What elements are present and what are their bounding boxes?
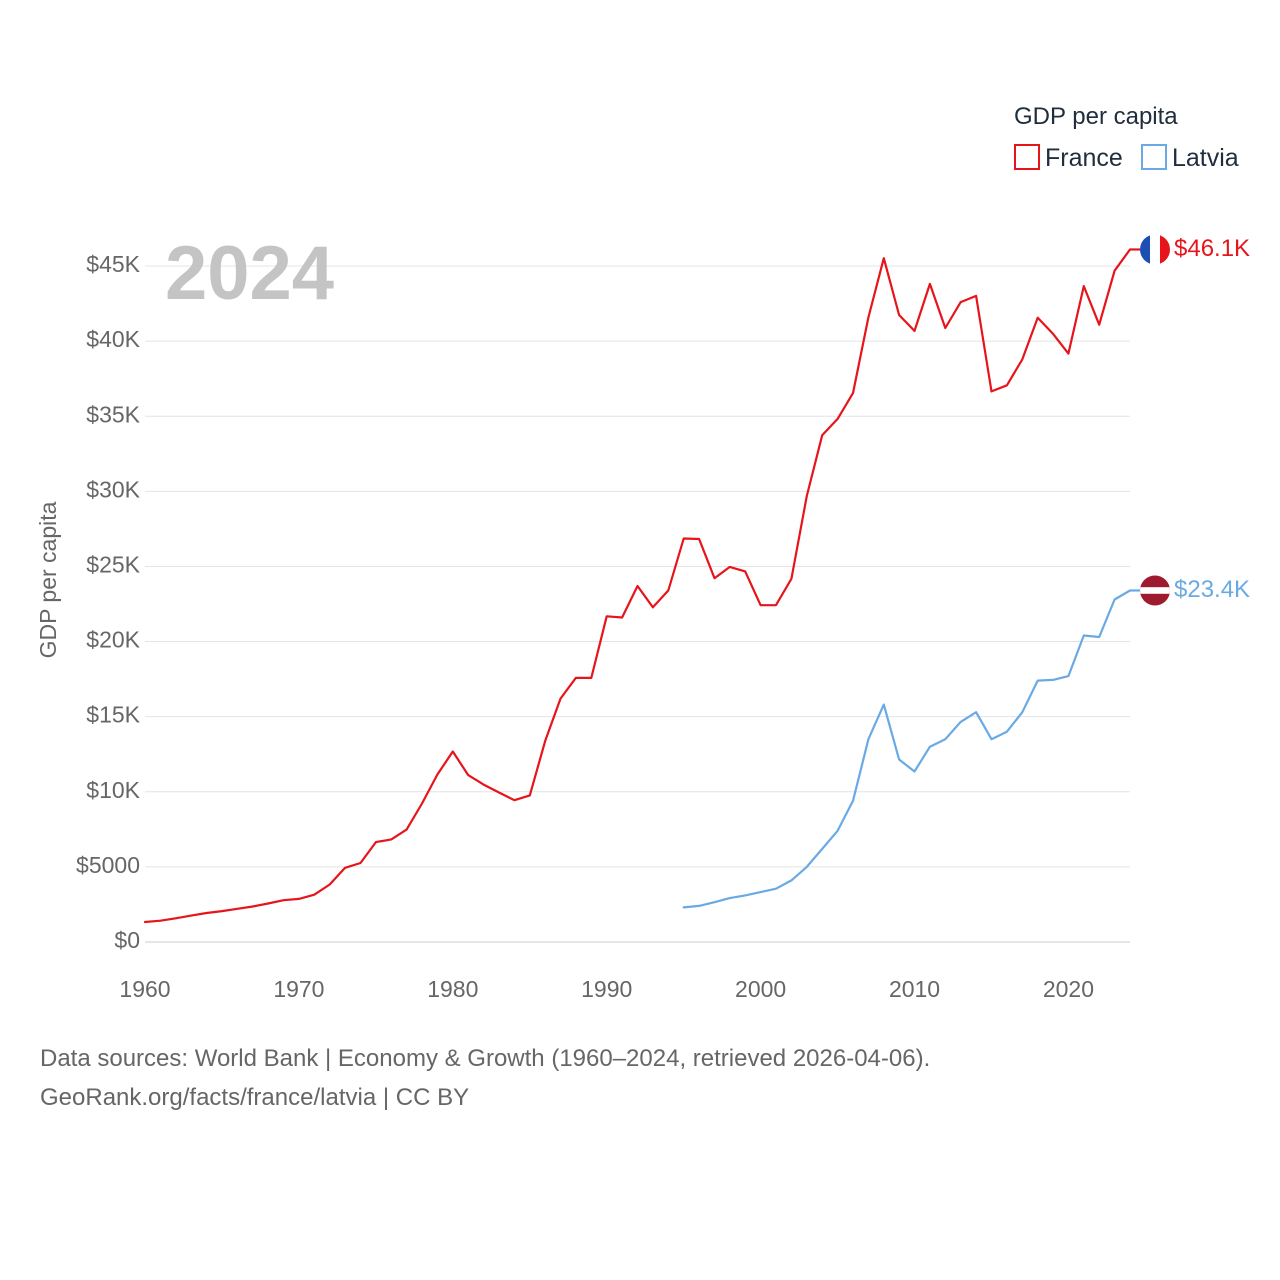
y-axis-label: GDP per capita	[35, 501, 61, 658]
y-tick-label: $40K	[86, 326, 140, 352]
x-tick-label: 1990	[581, 976, 632, 1002]
legend-label-latvia: Latvia	[1172, 144, 1239, 172]
footer-attribution[interactable]: GeoRank.org/facts/france/latvia | CC BY	[40, 1084, 470, 1111]
y-tick-label: $10K	[86, 777, 140, 803]
legend-item-france[interactable]: France	[1014, 144, 1123, 172]
legend-label-france: France	[1045, 144, 1123, 172]
legend-swatch-france	[1014, 144, 1040, 170]
latvia-flag-icon	[1140, 575, 1170, 606]
footer-data-sources: Data sources: World Bank | Economy & Gro…	[40, 1045, 931, 1072]
end-value-label-france: $46.1K	[1174, 235, 1250, 262]
x-tick-label: 1970	[273, 976, 324, 1002]
end-value-label-latvia: $23.4K	[1174, 576, 1250, 603]
year-label: 2024	[165, 231, 334, 316]
y-tick-label: $45K	[86, 251, 140, 277]
series-end-markers: $46.1K $23.4K	[1130, 234, 1250, 606]
y-tick-label: $15K	[86, 702, 140, 728]
grid-lines	[145, 265, 1130, 868]
y-tick-label: $25K	[86, 552, 140, 578]
legend-swatch-latvia	[1141, 144, 1167, 170]
y-tick-label: $30K	[86, 476, 140, 502]
legend: GDP per capita France Latvia	[1014, 103, 1239, 172]
x-tick-label: 1980	[427, 976, 478, 1002]
series-line-france[interactable]	[143, 248, 1132, 924]
legend-title: GDP per capita	[1014, 103, 1178, 130]
series-lines	[143, 248, 1132, 924]
x-tick-label: 2010	[889, 976, 940, 1002]
legend-item-latvia[interactable]: Latvia	[1141, 144, 1239, 172]
series-line-latvia[interactable]	[682, 589, 1132, 909]
x-axis-ticks: 1960 1970 1980 1990 2000 2010 2020	[119, 976, 1094, 1002]
y-tick-label: $0	[114, 927, 140, 953]
y-axis-ticks: $0 $5000 $10K $15K $20K $25K $30K $35K $40K $45K	[76, 251, 141, 953]
y-tick-label: $20K	[86, 627, 140, 653]
y-tick-label: $5000	[76, 852, 140, 878]
y-tick-label: $35K	[86, 401, 140, 427]
x-tick-label: 2020	[1043, 976, 1094, 1002]
x-tick-label: 1960	[119, 976, 170, 1002]
x-tick-label: 2000	[735, 976, 786, 1002]
france-flag-icon	[1140, 234, 1170, 265]
